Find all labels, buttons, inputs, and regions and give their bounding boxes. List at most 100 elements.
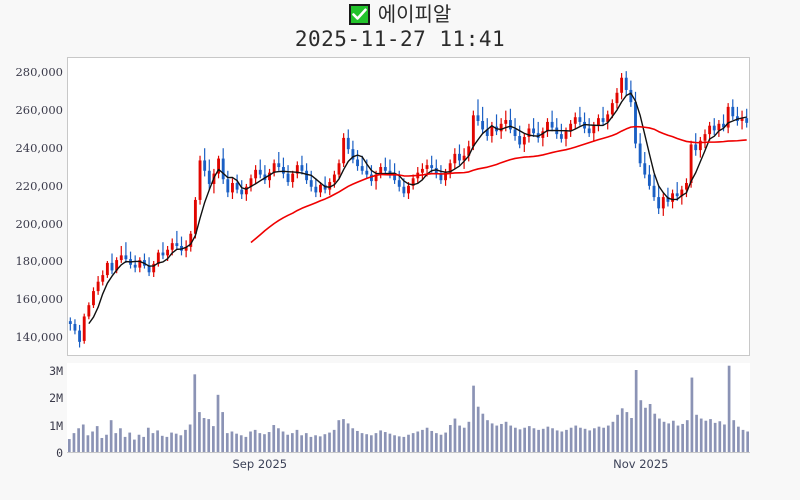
volume-bar (644, 407, 647, 452)
volume-bar (551, 428, 554, 452)
volume-y-axis: 0 1M 2M 3M (0, 363, 63, 460)
volume-bar (356, 430, 359, 452)
volume-bar (565, 429, 568, 452)
volume-bar (467, 421, 471, 452)
volume-bar (216, 394, 220, 452)
volume-bar (579, 427, 582, 452)
volume-bar (453, 418, 457, 452)
volume-bar (648, 403, 652, 452)
volume-bar (518, 429, 522, 452)
volume-bar (685, 420, 689, 452)
volume-bar (690, 377, 694, 452)
volume-bar (346, 423, 350, 452)
volume-bar (639, 400, 643, 452)
x-tick-label: Sep 2025 (232, 457, 288, 471)
volume-bar (537, 429, 540, 452)
volume-bar (212, 426, 215, 452)
volume-bar (351, 428, 355, 452)
volume-bar (486, 420, 489, 452)
volume-bar (184, 429, 187, 452)
volume-bar (695, 414, 698, 452)
volume-bar (569, 427, 573, 452)
volume-bar (583, 428, 587, 452)
title-row: 에이피알 (0, 0, 800, 28)
volume-bar (681, 423, 684, 452)
volume-bar (662, 421, 666, 452)
volume-bar (67, 439, 71, 452)
volume-bar (383, 432, 387, 452)
volume-tick-label: 0 (56, 446, 63, 460)
volume-bar (741, 429, 745, 452)
volume-bar (295, 429, 299, 452)
price-tick-label: 240,000 (15, 140, 63, 155)
volume-bar (718, 421, 722, 452)
price-y-axis: 280,000 260,000 240,000 220,000 200,000 180,0… (0, 57, 63, 356)
volume-bar (723, 424, 726, 452)
x-tick-label: Nov 2025 (613, 457, 669, 471)
volume-bar (146, 427, 150, 452)
volume-bar (593, 428, 596, 452)
volume-bar (560, 431, 564, 452)
volume-plot (67, 365, 750, 452)
volume-bar (142, 436, 146, 452)
candlestick-plot (68, 71, 749, 348)
volume-bar (225, 433, 229, 452)
volume-bar (523, 427, 527, 452)
volume-bar (267, 432, 271, 452)
volume-bar (709, 419, 712, 452)
volume-bar (151, 433, 155, 452)
volume-bar (388, 433, 392, 452)
volume-bar (472, 385, 475, 452)
volume-bar (500, 423, 503, 452)
volume-bar (597, 426, 601, 452)
volume-bar (365, 434, 369, 452)
volume-bar (193, 374, 197, 452)
volume-bar (156, 430, 159, 452)
volume-bar (369, 435, 373, 452)
volume-bar (188, 424, 192, 452)
volume-bar (277, 428, 280, 452)
price-tick-label: 280,000 (15, 65, 63, 80)
volume-bar (77, 428, 80, 452)
volume-bar (393, 435, 396, 452)
volume-bar (462, 427, 466, 452)
price-tick-label: 160,000 (15, 292, 63, 307)
volume-bar (611, 421, 615, 452)
volume-bar (504, 421, 508, 452)
volume-bar (179, 435, 183, 452)
volume-bar (174, 433, 178, 452)
volume-bar (630, 418, 633, 452)
volume-bar (407, 434, 410, 452)
volume-bar (300, 435, 303, 452)
volume-bar (114, 433, 118, 452)
price-chart-panel (67, 57, 750, 356)
volume-bar (514, 427, 517, 452)
price-tick-label: 260,000 (15, 102, 63, 117)
volume-bar (653, 413, 657, 452)
price-tick-label: 220,000 (15, 178, 63, 193)
volume-bar (337, 420, 341, 452)
volume-bar (230, 431, 234, 452)
volume-bar (272, 425, 276, 452)
volume-bar (746, 431, 750, 452)
volume-bar (481, 413, 485, 452)
volume-bar (202, 418, 206, 452)
volume-bar (323, 434, 327, 452)
volume-bar (263, 434, 266, 452)
volume-bar (105, 434, 108, 452)
volume-bar (137, 434, 141, 452)
volume-bar (602, 427, 605, 452)
green-check-icon (348, 3, 370, 25)
volume-bar (170, 432, 173, 452)
volume-bar (165, 436, 169, 452)
volume-bar (727, 365, 731, 452)
volume-bar (235, 433, 238, 452)
volume-bar (86, 435, 90, 452)
volume-bar (541, 428, 545, 452)
volume-bar (81, 424, 85, 452)
volume-bar (671, 420, 675, 452)
x-axis: Sep 2025 Nov 2025 (67, 453, 750, 477)
volume-bar (290, 433, 294, 452)
volume-bar (133, 439, 136, 452)
